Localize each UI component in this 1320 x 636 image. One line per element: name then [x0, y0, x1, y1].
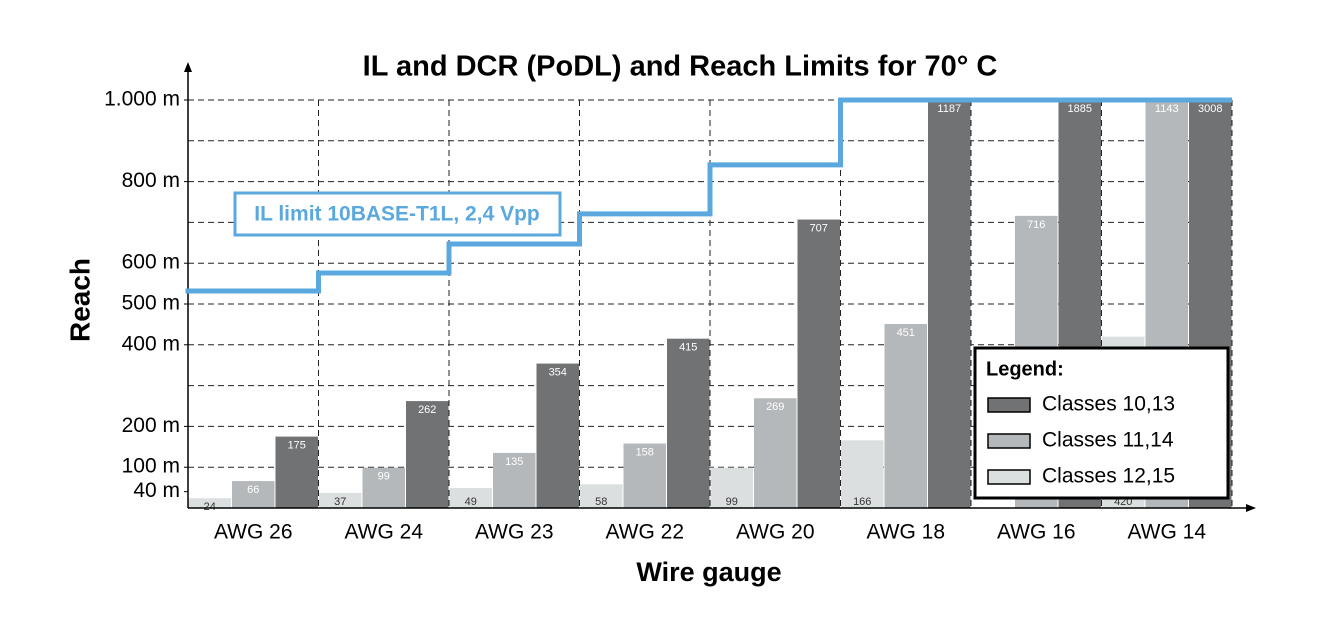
bar — [319, 492, 362, 508]
value-label: 49 — [465, 496, 477, 508]
y-tick-label: 500 m — [122, 292, 180, 315]
value-label: 158 — [636, 446, 654, 458]
y-tick-label: 200 m — [122, 414, 180, 437]
legend-swatch — [987, 469, 1031, 485]
y-tick-label: 600 m — [122, 251, 180, 274]
value-label: 58 — [595, 496, 607, 508]
y-tick-label: 400 m — [122, 332, 180, 355]
y-tick-label: 800 m — [122, 169, 180, 192]
bar — [275, 436, 318, 508]
bar — [797, 219, 840, 508]
x-tick-label: AWG 23 — [475, 521, 554, 544]
legend-label: Classes 11,14 — [1042, 429, 1174, 452]
value-label: 262 — [418, 404, 436, 416]
bar — [406, 401, 449, 508]
x-tick-label: AWG 22 — [605, 521, 684, 544]
legend: Legend: Classes 10,13 Classes 11,14 Classes… — [973, 346, 1230, 500]
value-label: 1187 — [937, 103, 961, 115]
x-tick-label: AWG 20 — [736, 521, 815, 544]
x-axis-label: Wire gauge — [636, 557, 781, 587]
value-label: 166 — [853, 496, 871, 508]
bar — [536, 363, 579, 508]
value-label: 716 — [1027, 219, 1045, 231]
value-label: 1885 — [1068, 103, 1092, 115]
value-label: 175 — [288, 440, 306, 452]
x-tick-label: AWG 16 — [997, 521, 1076, 544]
y-axis-label: Reach — [64, 258, 95, 342]
value-label: 269 — [766, 401, 784, 413]
bar — [928, 100, 971, 508]
legend-swatch — [987, 433, 1031, 449]
x-tick-label: AWG 14 — [1127, 521, 1206, 544]
bar — [667, 338, 710, 508]
bar — [449, 488, 492, 508]
bar — [188, 498, 231, 508]
x-tick-label: AWG 26 — [214, 521, 293, 544]
legend-title: Legend: — [986, 358, 1064, 380]
bar — [754, 398, 797, 508]
bar — [362, 467, 405, 508]
bar — [623, 443, 666, 508]
y-tick-label: 40 m — [133, 479, 180, 502]
value-label: 37 — [334, 496, 346, 508]
x-tick-label: AWG 18 — [866, 521, 945, 544]
annotation: IL limit 10BASE-T1L, 2,4 Vpp — [254, 203, 540, 226]
y-axis-arrow — [184, 62, 192, 72]
bar — [884, 323, 927, 508]
legend-label: Classes 12,15 — [1042, 465, 1175, 488]
value-label: 99 — [378, 471, 390, 483]
legend-label: Classes 10,13 — [1042, 393, 1175, 416]
x-axis-arrow — [1246, 504, 1256, 512]
annotation-box — [233, 191, 562, 237]
value-label: 24 — [204, 501, 216, 513]
value-label: 1143 — [1155, 103, 1179, 115]
chart-title: IL and DCR (PoDL) and Reach Limits for 7… — [363, 51, 998, 83]
value-label: 451 — [897, 327, 915, 339]
value-label: 354 — [549, 366, 567, 378]
y-tick-label: 1.000 m — [104, 88, 180, 111]
bar — [232, 481, 275, 508]
x-tick-label: AWG 24 — [344, 521, 423, 544]
value-label: 135 — [505, 456, 523, 468]
value-label: 99 — [726, 496, 738, 508]
value-label: 707 — [810, 222, 828, 234]
bar — [493, 452, 536, 508]
value-label: 415 — [679, 342, 697, 354]
bar — [580, 484, 623, 508]
bar — [841, 440, 884, 508]
value-label: 3008 — [1198, 103, 1222, 115]
overlay: 175 262 354 415 707 1187 1885 3008 66 99 135 158 269… — [184, 62, 1256, 544]
legend-swatch — [987, 397, 1031, 413]
y-tick-label: 100 m — [122, 455, 180, 478]
value-label: 66 — [247, 484, 259, 496]
bar — [710, 467, 753, 508]
